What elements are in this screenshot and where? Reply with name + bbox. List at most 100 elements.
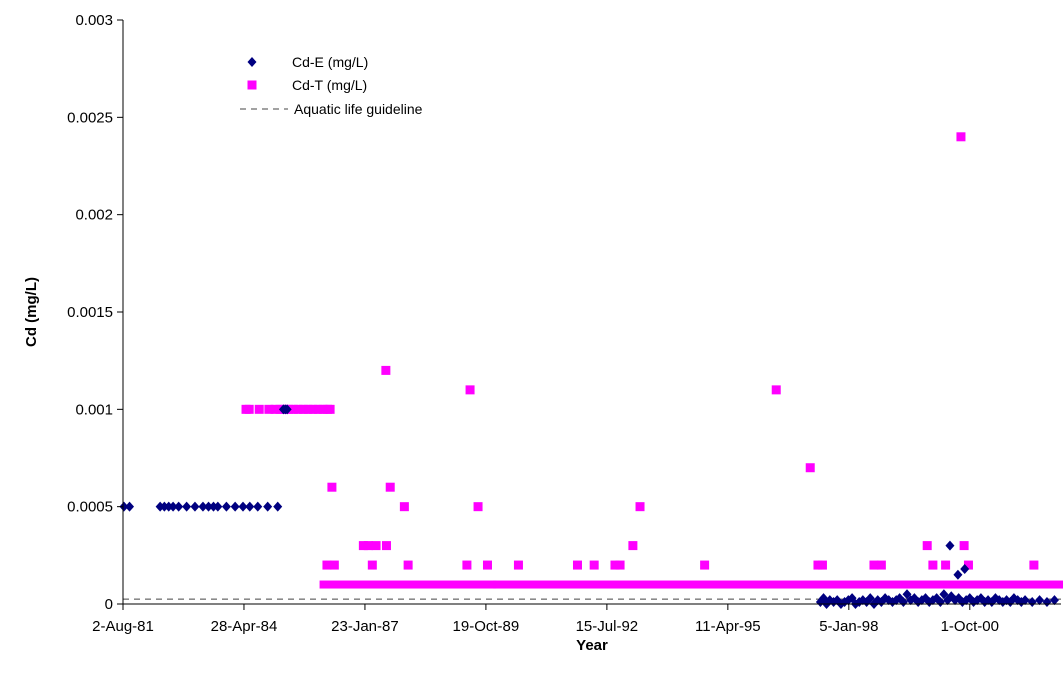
cd-t-point (325, 404, 335, 414)
cd-e-point (1042, 597, 1052, 608)
cd-t-point (288, 404, 298, 414)
cd-t-point (303, 404, 313, 414)
cd-e-point (238, 501, 248, 512)
legend-guideline-label: Aquatic life guideline (294, 101, 423, 117)
cd-t-point (513, 560, 523, 570)
cd-t-point (322, 560, 332, 570)
cd-t-point (589, 560, 599, 570)
cd-e-point (230, 501, 240, 512)
x-tick-label: 1-Oct-00 (941, 618, 999, 635)
cd-t-point (805, 463, 815, 473)
y-tick-label: 0.0025 (67, 109, 113, 126)
cd-e-point (282, 404, 292, 415)
cd-t-point (635, 502, 645, 512)
cd-t-point (403, 560, 413, 570)
cd-e-point (263, 501, 273, 512)
axes: 0 0.0005 0.001 0.0015 0.002 0.0025 0.003 2-Aug-… (23, 12, 1061, 654)
cd-e-point (902, 589, 912, 600)
cd-e-point (174, 501, 184, 512)
x-tick-label: 28-Apr-84 (211, 618, 278, 635)
cd-t-point (941, 560, 951, 570)
y-tick-label: 0.003 (75, 12, 113, 29)
legend: Cd-E (mg/L) Cd-T (mg/L) Aquatic life guide… (240, 54, 423, 117)
cd-t-point (313, 404, 323, 414)
legend-cd-e-marker (247, 57, 257, 67)
x-tick-label: 11-Apr-95 (695, 618, 761, 635)
dense-band-layer (319, 580, 1063, 589)
cd-e-point (198, 501, 208, 512)
y-tick-label: 0.0005 (67, 499, 113, 516)
cd-e-point (253, 501, 263, 512)
x-tick-label: 5-Jan-98 (819, 618, 878, 635)
cd-e-point (953, 569, 963, 580)
x-tick-label: 15-Jul-92 (576, 618, 639, 635)
cd-e-point (221, 501, 231, 512)
y-axis-title: Cd (mg/L) (23, 277, 40, 347)
cd-e-point (204, 501, 214, 512)
x-tick-label: 23-Jan-87 (331, 618, 399, 635)
cd-t-point (363, 541, 373, 551)
cd-e-point (935, 597, 945, 608)
cd-t-point (869, 560, 879, 570)
y-tick-label: 0 (105, 596, 113, 613)
cd-t-point (367, 560, 377, 570)
cd-t-point (298, 404, 308, 414)
cd-t-point (922, 541, 932, 551)
cd-t-point (473, 502, 483, 512)
cd-e-point (945, 540, 955, 551)
cd-t-point (700, 560, 710, 570)
cd-t-point (254, 404, 264, 414)
x-axis-title: Year (576, 637, 608, 654)
cd-t-point (771, 385, 781, 395)
cd-e-point (119, 501, 129, 512)
cd-t-point (270, 404, 280, 414)
cd-e-point (273, 501, 283, 512)
cd-e-point (939, 589, 949, 600)
cd-t-point (244, 404, 254, 414)
x-tick-label: 2-Aug-81 (92, 618, 154, 635)
cd-t-point (628, 541, 638, 551)
y-tick-label: 0.002 (75, 207, 113, 224)
cd-t-point (293, 404, 303, 414)
cd-t-point (876, 560, 886, 570)
cd-e-point (960, 563, 970, 574)
legend-cd-e-label: Cd-E (mg/L) (292, 54, 368, 70)
cd-e-point (865, 593, 875, 604)
cd-e-point (1020, 595, 1030, 606)
cd-t-point (1029, 560, 1039, 570)
data-points (119, 132, 1059, 609)
cd-t-point (327, 482, 337, 492)
cd-t-dense-band (319, 580, 497, 589)
cd-t-point (381, 541, 391, 551)
cd-t-point (928, 560, 938, 570)
cd-t-point (462, 560, 472, 570)
x-tick-label: 19-Oct-89 (453, 618, 520, 635)
cd-t-point (956, 132, 966, 142)
legend-cd-t-marker (247, 80, 257, 90)
cd-t-dense-band (493, 580, 1063, 589)
cd-t-point (318, 404, 328, 414)
cd-t-point (482, 560, 492, 570)
cd-e-point (182, 501, 192, 512)
cd-e-point (245, 501, 255, 512)
cd-e-point (168, 501, 178, 512)
cd-t-point (610, 560, 620, 570)
cd-t-point (358, 541, 368, 551)
legend-cd-t-label: Cd-T (mg/L) (292, 77, 367, 93)
y-tick-label: 0.001 (75, 401, 113, 418)
cd-t-point (308, 404, 318, 414)
cd-t-point (615, 560, 625, 570)
cd-t-point (572, 560, 582, 570)
cd-t-point (959, 541, 969, 551)
y-tick-label: 0.0015 (67, 304, 113, 321)
cd-t-point (329, 560, 339, 570)
cd-e-point (190, 501, 200, 512)
cd-e-point (125, 501, 135, 512)
cd-e-point (1035, 595, 1045, 606)
cd-e-point (898, 597, 908, 608)
cd-e-point (1049, 595, 1059, 606)
cd-t-point (817, 560, 827, 570)
cd-t-point (399, 502, 409, 512)
cd-t-point (264, 404, 274, 414)
cd-e-point (213, 501, 223, 512)
